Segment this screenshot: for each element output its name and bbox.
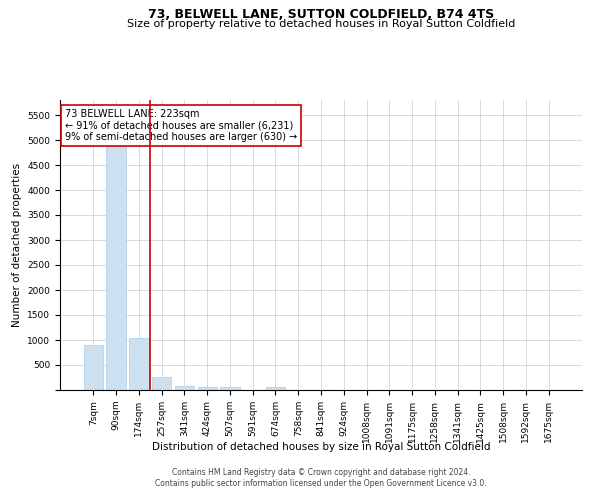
Bar — [129, 338, 149, 390]
Y-axis label: Number of detached properties: Number of detached properties — [12, 163, 22, 327]
Text: Size of property relative to detached houses in Royal Sutton Coldfield: Size of property relative to detached ho… — [127, 19, 515, 29]
Text: 73 BELWELL LANE: 223sqm
← 91% of detached houses are smaller (6,231)
9% of semi-: 73 BELWELL LANE: 223sqm ← 91% of detache… — [65, 108, 298, 142]
Text: Contains HM Land Registry data © Crown copyright and database right 2024.
Contai: Contains HM Land Registry data © Crown c… — [155, 468, 487, 487]
Bar — [197, 387, 217, 390]
Text: 73, BELWELL LANE, SUTTON COLDFIELD, B74 4TS: 73, BELWELL LANE, SUTTON COLDFIELD, B74 … — [148, 8, 494, 20]
Text: Distribution of detached houses by size in Royal Sutton Coldfield: Distribution of detached houses by size … — [152, 442, 490, 452]
Bar — [106, 115, 126, 390]
Bar — [220, 387, 239, 390]
Bar — [266, 387, 285, 390]
Bar — [175, 386, 194, 390]
Bar — [84, 345, 103, 390]
Bar — [152, 376, 172, 390]
